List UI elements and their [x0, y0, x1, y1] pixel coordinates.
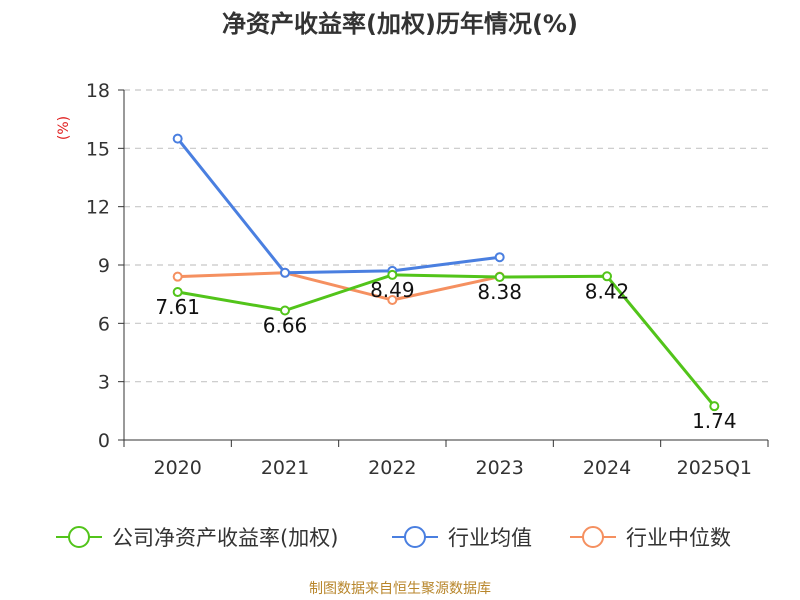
y-tick-label: 12 — [86, 197, 110, 219]
legend-label: 公司净资产收益率(加权) — [112, 526, 338, 550]
source-note: 制图数据来自恒生聚源数据库 — [309, 581, 491, 597]
data-label: 8.42 — [585, 279, 630, 303]
data-point — [709, 401, 720, 412]
data-point — [387, 269, 398, 280]
axes: 0 3 6 9 12 15 18 2020 2021 2022 2023 2024 2025Q1 — [86, 80, 769, 479]
data-point — [602, 271, 612, 282]
data-point — [280, 267, 290, 278]
series-line-2 — [177, 271, 500, 302]
x-tick-label: 2020 — [153, 457, 201, 479]
y-tick-label: 3 — [98, 372, 110, 394]
grid-lines — [124, 89, 768, 383]
data-labels: 7.61 6.66 8.49 8.38 8.42 1.74 — [155, 278, 736, 433]
data-label: 8.49 — [370, 278, 415, 302]
data-point — [494, 272, 505, 283]
legend-item-1: 行业均值 — [392, 526, 532, 550]
y-tick-label: 9 — [98, 255, 110, 277]
y-axis-unit-label: (%) — [56, 116, 72, 140]
x-tick-label: 2021 — [261, 457, 309, 479]
legend-item-0: 公司净资产收益率(加权) — [56, 526, 338, 550]
data-point — [172, 133, 183, 144]
data-point — [387, 295, 398, 305]
series-line-1 — [176, 137, 500, 275]
legend-label: 行业中位数 — [626, 526, 731, 550]
legend-item-2: 行业中位数 — [570, 526, 731, 550]
data-label: 8.38 — [477, 280, 522, 304]
series-line-0 — [177, 273, 716, 408]
chart-title: 净资产收益率(加权)历年情况(%) — [222, 10, 578, 38]
data-point — [172, 271, 183, 282]
data-point — [494, 252, 505, 263]
data-label: 6.66 — [263, 314, 308, 338]
x-tick-label: 2024 — [583, 457, 631, 479]
x-tick-label: 2025Q1 — [677, 457, 752, 479]
data-point — [280, 305, 290, 316]
series-lines — [172, 133, 720, 412]
y-tick-label: 6 — [98, 313, 110, 335]
x-tick-label: 2023 — [475, 457, 523, 479]
data-point — [172, 287, 183, 298]
y-tick-label: 0 — [98, 430, 110, 452]
legend-label: 行业均值 — [448, 526, 532, 550]
legend: 公司净资产收益率(加权) 行业均值 行业中位数 — [56, 526, 731, 550]
y-tick-label: 18 — [86, 80, 110, 102]
y-tick-label: 15 — [86, 138, 110, 160]
data-label: 1.74 — [692, 409, 737, 433]
legend-marker — [68, 526, 90, 548]
data-label: 7.61 — [155, 295, 200, 319]
legend-marker — [582, 526, 604, 548]
legend-marker — [404, 526, 426, 548]
x-tick-label: 2022 — [368, 457, 416, 479]
